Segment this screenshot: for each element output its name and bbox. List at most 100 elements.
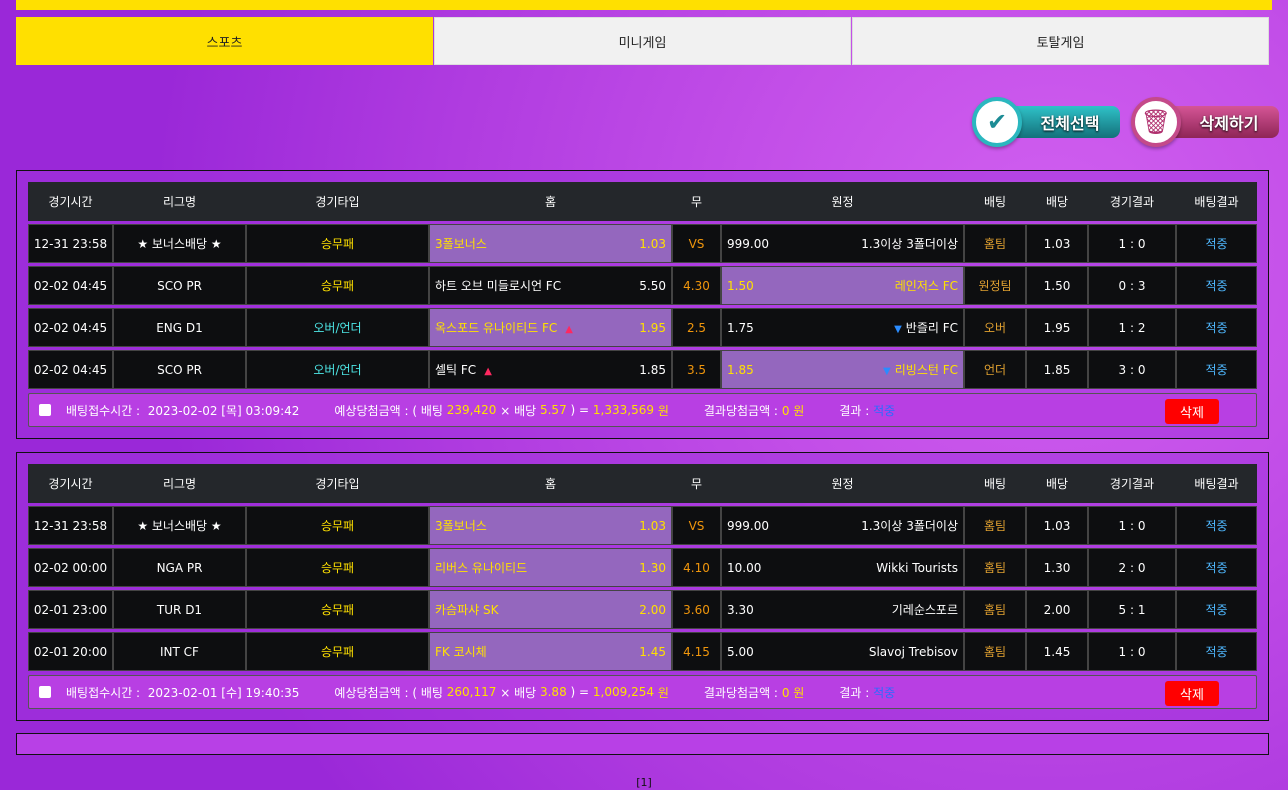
arrow-up-icon: ▲	[565, 324, 573, 335]
delete-button[interactable]: 삭제	[1165, 681, 1219, 706]
home-team-cell: 카슴파샤 SK 2.00	[429, 590, 672, 629]
away-team-cell: 999.00 1.3이상 3폴더이상	[721, 506, 964, 545]
stake-amount: 239,420	[446, 403, 497, 417]
home-team: FK 코시체	[435, 645, 487, 659]
home-team: 셀틱 FC	[435, 363, 477, 377]
times-label: × 배당	[500, 685, 537, 700]
home-team: 옥스포드 유나이티드 FC	[435, 321, 558, 335]
tab-sports[interactable]: 스포츠	[16, 17, 433, 65]
home-team-cell: 3폴보너스 1.03	[429, 506, 672, 545]
bet-choice: 홈팀	[964, 548, 1026, 587]
total-odds: 5.57	[539, 403, 567, 417]
bet-choice: 오버	[964, 308, 1026, 347]
away-odds: 1.75	[727, 320, 754, 335]
bet-result: 적중	[1176, 548, 1257, 587]
match-score: 1 : 2	[1088, 308, 1176, 347]
bet-odds: 2.00	[1026, 590, 1088, 629]
away-odds: 5.00	[727, 644, 754, 659]
bet-choice: 언더	[964, 350, 1026, 389]
tab-totalgame[interactable]: 토탈게임	[852, 17, 1269, 65]
pagination[interactable]: [1]	[636, 776, 652, 789]
arrow-down-icon: ▼	[883, 366, 891, 377]
draw-odds: 4.15	[672, 632, 721, 671]
received-label: 배팅접수시간 :	[66, 685, 141, 700]
column-header: 무	[690, 477, 703, 491]
match-time: 12-31 23:58	[28, 224, 113, 263]
home-team-cell: 옥스포드 유나이티드 FC ▲ 1.95	[429, 308, 672, 347]
home-odds: 1.45	[639, 644, 666, 659]
match-time: 02-01 20:00	[28, 632, 113, 671]
game-type: 승무패	[246, 632, 429, 671]
total-odds: 3.88	[539, 685, 567, 699]
column-header: 무	[690, 195, 703, 209]
expected-label: 예상당첨금액 : ( 배팅	[334, 403, 443, 418]
tab-minigame[interactable]: 미니게임	[434, 17, 851, 65]
home-team-cell: 셀틱 FC ▲ 1.85	[429, 350, 672, 389]
column-header: 배팅결과	[1194, 477, 1239, 491]
home-team-cell: 3폴보너스 1.03	[429, 224, 672, 263]
column-header: 리그명	[162, 195, 197, 209]
game-type: 승무패	[246, 224, 429, 263]
bet-odds: 1.50	[1026, 266, 1088, 305]
home-team: 3폴보너스	[435, 519, 487, 533]
delete-selected-button[interactable]: 🗑 삭제하기	[1131, 97, 1279, 147]
bet-odds: 1.03	[1026, 224, 1088, 263]
draw-odds: 4.30	[672, 266, 721, 305]
away-team: 반즐리 FC	[905, 321, 958, 335]
home-team-cell: 하트 오브 미들로시언 FC 5.50	[429, 266, 672, 305]
match-score: 3 : 0	[1088, 350, 1176, 389]
currency: 원	[657, 403, 669, 418]
delete-button[interactable]: 삭제	[1165, 399, 1219, 424]
received-time: 2023-02-01 [수] 19:40:35	[147, 685, 300, 700]
received-label: 배팅접수시간 :	[66, 403, 141, 418]
bet-result: 적중	[1176, 308, 1257, 347]
game-type: 승무패	[246, 590, 429, 629]
away-team-cell: 3.30 기레순스포르	[721, 590, 964, 629]
table-row: 02-02 04:45 SCO PR 승무패 하트 오브 미들로시언 FC 5.5…	[28, 266, 1257, 305]
bet-summary: 배팅접수시간 : 2023-02-01 [수] 19:40:35 예상당첨금액 …	[28, 675, 1257, 709]
column-header: 배팅	[983, 477, 1007, 491]
draw-odds: 3.5	[672, 350, 721, 389]
league-name: ★ 보너스배당 ★	[113, 506, 246, 545]
away-team: 1.3이상 3폴더이상	[861, 519, 958, 533]
match-time: 02-02 04:45	[28, 350, 113, 389]
column-header: 경기타입	[315, 195, 360, 209]
bet-choice: 홈팀	[964, 224, 1026, 263]
home-odds: 2.00	[639, 602, 666, 617]
away-team-cell: 1.75 ▼ 반즐리 FC	[721, 308, 964, 347]
column-header: 배팅결과	[1194, 195, 1239, 209]
home-odds: 1.03	[639, 236, 666, 251]
draw-odds: 3.60	[672, 590, 721, 629]
bet-result: 적중	[1176, 590, 1257, 629]
away-team-cell: 5.00 Slavoj Trebisov	[721, 632, 964, 671]
result-amount-label: 결과당첨금액 :	[703, 403, 778, 418]
match-time: 02-02 04:45	[28, 266, 113, 305]
home-team: 카슴파샤 SK	[435, 603, 499, 617]
bet-result: 적중	[1176, 506, 1257, 545]
bet-slip: 경기시간 리그명 경기타입 홈 무 원정 배팅 배당 경기결과 배팅결과 12-31 23:58 …	[16, 452, 1269, 721]
empty-bar	[16, 733, 1269, 755]
draw-odds: 4.10	[672, 548, 721, 587]
match-score: 1 : 0	[1088, 506, 1176, 545]
select-checkbox[interactable]	[39, 686, 51, 698]
select-all-button[interactable]: ✔ 전체선택	[972, 97, 1120, 147]
column-header: 경기시간	[48, 195, 93, 209]
home-team: 리버스 유나이티드	[435, 561, 528, 575]
match-score: 1 : 0	[1088, 632, 1176, 671]
table-row: 02-01 23:00 TUR D1 승무패 카슴파샤 SK 2.00 3.60 …	[28, 590, 1257, 629]
match-time: 02-02 00:00	[28, 548, 113, 587]
column-header: 경기시간	[48, 477, 93, 491]
result-amount: 0 원	[781, 685, 805, 700]
bet-odds: 1.85	[1026, 350, 1088, 389]
match-score: 0 : 3	[1088, 266, 1176, 305]
home-odds: 5.50	[639, 278, 666, 293]
away-team-cell: 1.85 ▼ 리빙스턴 FC	[721, 350, 964, 389]
select-checkbox[interactable]	[39, 404, 51, 416]
column-header: 리그명	[162, 477, 197, 491]
home-odds: 1.30	[639, 560, 666, 575]
bet-result: 적중	[1176, 266, 1257, 305]
bet-slip: 경기시간 리그명 경기타입 홈 무 원정 배팅 배당 경기결과 배팅결과 12-31 23:58 …	[16, 170, 1269, 439]
away-team: Slavoj Trebisov	[868, 644, 958, 659]
game-type: 오버/언더	[246, 308, 429, 347]
match-score: 2 : 0	[1088, 548, 1176, 587]
